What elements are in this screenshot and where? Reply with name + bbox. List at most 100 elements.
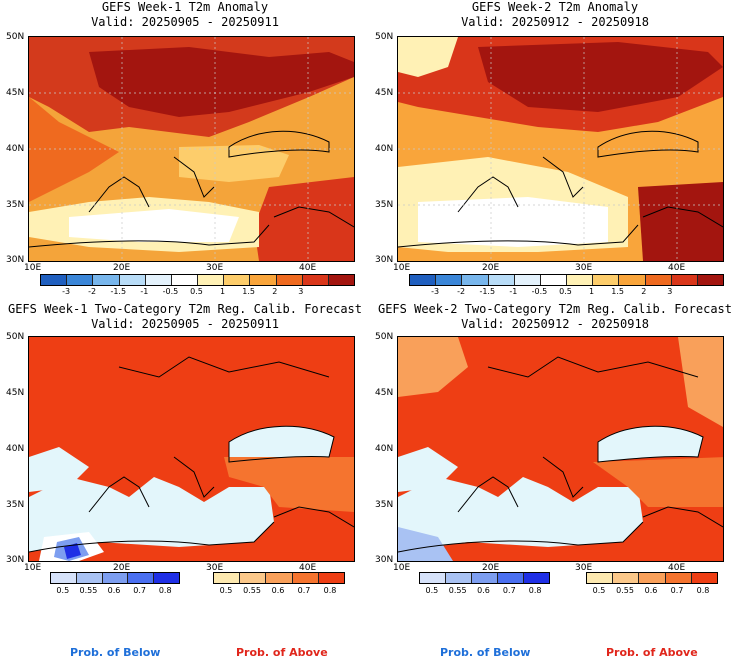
colorbar-above — [213, 572, 345, 584]
chart-title: GEFS Week-1 T2m Anomaly — [101, 0, 269, 14]
colorbar-label: -3 — [431, 287, 440, 296]
colorbar-swatch — [410, 275, 437, 285]
coastline-black-sea — [597, 425, 704, 463]
colorbar-label: 0.55 — [616, 586, 634, 595]
colorbar-swatch — [145, 275, 172, 285]
caption-prob-above-left: Prob. of Above — [236, 646, 328, 659]
anomaly-field-southeast — [254, 177, 354, 261]
colorbar-swatch — [266, 573, 293, 583]
x-tick: 10E — [24, 263, 42, 273]
prob-field-above-mid — [593, 457, 723, 507]
colorbar-swatch — [51, 573, 77, 583]
y-tick: 30N — [375, 555, 394, 565]
panel-week2-anomaly: GEFS Week-2 T2m Anomaly Valid: 20250912 … — [370, 0, 740, 300]
colorbar-swatch — [436, 275, 463, 285]
colorbar-swatch — [691, 573, 718, 583]
colorbar-label: 0.5 — [219, 586, 233, 595]
x-tick: 30E — [206, 263, 224, 273]
colorbar-swatch — [302, 275, 329, 285]
chart-title: GEFS Week-1 Two-Category T2m Reg. Calib.… — [7, 302, 362, 316]
colorbar-label: 1.5 — [242, 287, 256, 296]
y-tick: 45N — [6, 88, 25, 98]
colorbar-label: -1.5 — [479, 287, 496, 296]
y-tick: 35N — [6, 500, 25, 510]
border-levant — [273, 206, 354, 228]
y-tick: 30N — [6, 255, 25, 265]
tyrrhenian-sea — [398, 447, 458, 492]
colorbar-swatch — [276, 275, 303, 285]
y-tick: 40N — [6, 444, 25, 454]
colorbar-label: 0.7 — [670, 586, 684, 595]
colorbar-label: 0.55 — [448, 586, 467, 595]
coastline-greece — [542, 456, 584, 498]
colorbar-label: 2 — [641, 287, 647, 296]
y-tick: 50N — [375, 332, 394, 342]
colorbar-swatch — [198, 275, 225, 285]
black-sea — [229, 426, 334, 462]
colorbar-swatch — [41, 275, 68, 285]
anomaly-field-hot-core — [89, 47, 354, 117]
coastline-north-africa — [29, 224, 270, 248]
colorbar-swatch — [567, 275, 594, 285]
colorbar-swatch — [524, 573, 549, 583]
anomaly-field-west — [29, 97, 119, 202]
anomaly-field-hot-core — [478, 42, 723, 112]
anomaly-field-southeast — [638, 182, 723, 261]
colorbar-above-labels: 0.5 0.55 0.6 0.7 0.8 — [586, 586, 716, 596]
y-tick: 40N — [375, 444, 394, 454]
colorbar-swatch — [292, 573, 319, 583]
colorbar-swatch — [93, 275, 120, 285]
colorbar-swatch — [214, 573, 241, 583]
colorbar-label: -2 — [88, 287, 97, 296]
colorbar-swatch — [514, 275, 541, 285]
anomaly-field-turkey — [179, 145, 289, 182]
x-tick: 10E — [393, 563, 411, 573]
x-tick: 20E — [113, 563, 131, 573]
colorbar-swatch — [593, 275, 620, 285]
colorbar-swatch — [498, 573, 524, 583]
y-tick: 40N — [375, 144, 394, 154]
colorbar-label: 2 — [272, 287, 278, 296]
map-week2-probability — [397, 336, 724, 562]
y-tick: 45N — [375, 388, 394, 398]
y-tick: 30N — [6, 555, 25, 565]
prob-field-below-high — [64, 543, 81, 559]
y-tick: 50N — [6, 32, 25, 42]
map-week1-anomaly — [28, 36, 355, 262]
colorbar-swatch — [446, 573, 472, 583]
border-levant — [642, 206, 723, 228]
colorbar-anomaly — [409, 274, 724, 286]
y-tick: 30N — [375, 255, 394, 265]
colorbar-swatch — [128, 573, 155, 583]
panel-week2-probability: GEFS Week-2 Two-Category T2m Reg. Calib.… — [370, 302, 740, 602]
colorbar-label: 0.5 — [592, 586, 606, 595]
coastline-italy — [457, 176, 519, 213]
colorbar-swatch — [639, 573, 666, 583]
x-tick: 20E — [482, 563, 500, 573]
colorbar-swatch — [250, 275, 277, 285]
y-tick: 45N — [375, 88, 394, 98]
coastline-greece — [542, 156, 584, 198]
colorbar-swatch — [619, 275, 646, 285]
colorbar-swatch — [154, 573, 179, 583]
colorbar-label: -1 — [140, 287, 149, 296]
border-europe — [487, 356, 699, 378]
colorbar-label: -1 — [509, 287, 518, 296]
black-sea — [598, 426, 703, 462]
colorbar-label: 0.5 — [425, 586, 439, 595]
chart-title: GEFS Week-2 Two-Category T2m Reg. Calib.… — [377, 302, 732, 316]
x-tick: 40E — [299, 563, 317, 573]
prob-field-above-mid-northeast — [678, 337, 723, 427]
chart-title: GEFS Week-2 T2m Anomaly — [471, 0, 639, 14]
colorbar-below-labels: 0.5 0.55 0.6 0.7 0.8 — [419, 586, 548, 596]
colorbar-swatch — [587, 573, 614, 583]
border-levant — [273, 506, 354, 528]
colorbar-label: 0.8 — [696, 586, 710, 595]
x-tick: 10E — [24, 563, 42, 573]
colorbar-swatch — [671, 275, 698, 285]
colorbar-above-labels: 0.5 0.55 0.6 0.7 0.8 — [213, 586, 343, 596]
x-tick: 30E — [206, 563, 224, 573]
x-tick: 40E — [668, 563, 686, 573]
colorbar-swatch — [67, 275, 94, 285]
map-week1-probability — [28, 336, 355, 562]
